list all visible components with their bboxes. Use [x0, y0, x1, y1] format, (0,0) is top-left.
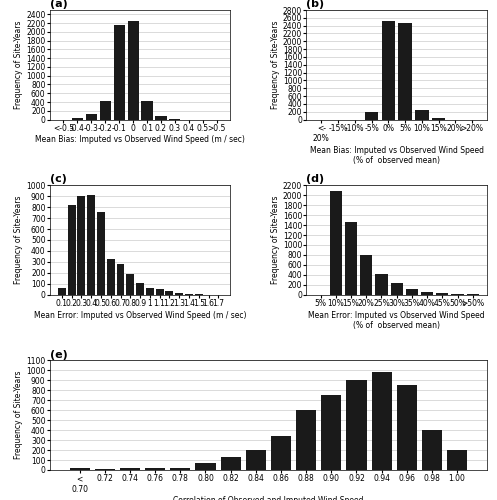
- Bar: [432, 118, 445, 120]
- Bar: [360, 255, 372, 295]
- Bar: [86, 114, 97, 119]
- Y-axis label: Frequency of Site-Years: Frequency of Site-Years: [271, 196, 280, 284]
- X-axis label: Correlation of Observed and Imputed Wind Speed: Correlation of Observed and Imputed Wind…: [173, 496, 364, 500]
- Bar: [128, 21, 139, 119]
- Bar: [195, 462, 216, 470]
- X-axis label: Mean Error: Imputed vs Observed Wind Speed
(% of  observed mean): Mean Error: Imputed vs Observed Wind Spe…: [308, 310, 485, 330]
- Bar: [166, 291, 173, 295]
- Bar: [246, 450, 266, 470]
- Bar: [175, 292, 183, 295]
- Bar: [145, 468, 165, 470]
- Bar: [382, 21, 395, 119]
- Bar: [391, 284, 403, 295]
- Bar: [120, 468, 140, 470]
- Bar: [169, 118, 180, 120]
- Y-axis label: Frequency of Site-Years: Frequency of Site-Years: [14, 371, 23, 460]
- Bar: [170, 468, 190, 470]
- Bar: [117, 264, 124, 295]
- Bar: [365, 112, 378, 120]
- Bar: [70, 468, 90, 470]
- Bar: [100, 101, 111, 119]
- Bar: [346, 380, 366, 470]
- Text: (b): (b): [306, 0, 325, 9]
- Bar: [95, 469, 115, 470]
- Text: (e): (e): [50, 350, 68, 360]
- Bar: [156, 290, 164, 295]
- Bar: [415, 110, 428, 120]
- Bar: [221, 457, 241, 470]
- Bar: [399, 22, 412, 120]
- Bar: [68, 205, 76, 295]
- Bar: [114, 26, 125, 120]
- Y-axis label: Frequency of Site-Years: Frequency of Site-Years: [14, 20, 23, 109]
- Bar: [422, 430, 442, 470]
- Bar: [271, 436, 291, 470]
- Bar: [78, 196, 85, 295]
- Bar: [156, 116, 166, 119]
- Bar: [126, 274, 134, 295]
- X-axis label: Mean Bias: Imputed vs Observed Wind Speed
(% of  observed mean): Mean Bias: Imputed vs Observed Wind Spee…: [310, 146, 484, 166]
- Bar: [397, 386, 417, 470]
- Bar: [58, 288, 66, 295]
- Bar: [142, 101, 153, 119]
- Text: (d): (d): [306, 174, 325, 184]
- Bar: [372, 372, 392, 470]
- Bar: [72, 118, 83, 120]
- Y-axis label: Frequency of Site-Years: Frequency of Site-Years: [271, 20, 280, 109]
- Text: (a): (a): [50, 0, 68, 9]
- Bar: [345, 222, 357, 295]
- Bar: [146, 288, 154, 295]
- Bar: [136, 284, 144, 295]
- Y-axis label: Frequency of Site-Years: Frequency of Site-Years: [14, 196, 23, 284]
- Bar: [421, 292, 433, 295]
- Bar: [97, 212, 105, 295]
- Bar: [330, 191, 342, 295]
- X-axis label: Mean Error: Imputed vs Observed Wind Speed (m / sec): Mean Error: Imputed vs Observed Wind Spe…: [34, 310, 247, 320]
- Bar: [296, 410, 316, 470]
- Bar: [185, 294, 193, 295]
- Bar: [321, 396, 341, 470]
- Bar: [375, 274, 388, 295]
- Bar: [436, 294, 448, 295]
- Bar: [406, 290, 418, 295]
- Bar: [447, 450, 467, 470]
- Text: (c): (c): [50, 174, 67, 184]
- Bar: [195, 294, 203, 295]
- Bar: [107, 258, 115, 295]
- X-axis label: Mean Bias: Imputed vs Observed Wind Speed (m / sec): Mean Bias: Imputed vs Observed Wind Spee…: [35, 136, 245, 144]
- Bar: [87, 195, 95, 295]
